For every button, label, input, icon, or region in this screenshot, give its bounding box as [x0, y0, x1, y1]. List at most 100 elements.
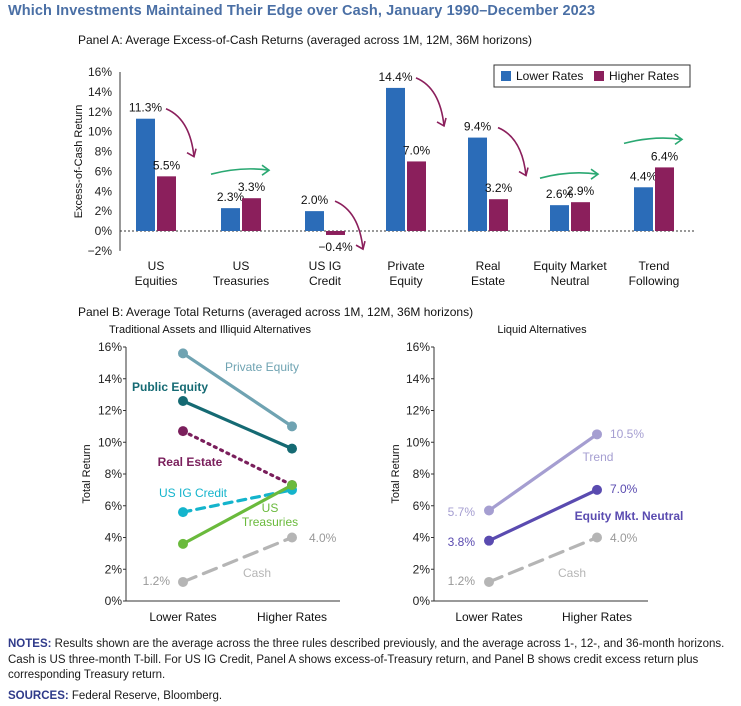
- traditional-y-tick-label: 6%: [105, 499, 123, 513]
- traditional-series-name-label: Private Equity: [225, 360, 299, 374]
- liquid-series-name-label: Equity Mkt. Neutral: [575, 509, 684, 523]
- bar-higher-rates: [157, 176, 176, 231]
- traditional-title: Traditional Assets and Illiquid Alternat…: [109, 324, 311, 336]
- traditional-series-name-label: Cash: [243, 566, 271, 580]
- bar-lower-rates: [468, 137, 487, 231]
- chart-canvas: Panel A: Average Excess-of-Cash Returns …: [73, 33, 695, 624]
- x-category-label: Trend: [639, 259, 670, 273]
- traditional-series-name-label: Treasuries: [242, 515, 298, 529]
- bar-higher-rates: [407, 161, 426, 231]
- traditional-point: [287, 532, 297, 543]
- liquid-series-name-label: Cash: [558, 566, 586, 580]
- arrowhead-icon: [261, 164, 271, 176]
- notes: NOTES: Results shown are the average acr…: [8, 637, 736, 684]
- bar-value-label: 2.9%: [567, 184, 595, 198]
- legend-label-lower-rates: Lower Rates: [516, 69, 583, 83]
- bar-higher-rates: [242, 198, 261, 231]
- traditional-series-line: [181, 429, 294, 487]
- panel-a-y-tick-label: 10%: [88, 125, 112, 139]
- liquid-value-label: 1.2%: [448, 574, 476, 588]
- legend-swatch-higher-rates: [594, 71, 604, 81]
- panel-a-y-tick-label: 12%: [88, 105, 112, 119]
- traditional-point: [178, 538, 188, 549]
- traditional-y-tick-label: 12%: [98, 404, 122, 418]
- liquid-y-tick-label: 12%: [406, 404, 430, 418]
- traditional-point: [287, 443, 297, 454]
- liquid-title: Liquid Alternatives: [497, 324, 587, 336]
- x-category-label: Neutral: [551, 274, 590, 288]
- traditional-point: [178, 426, 188, 437]
- x-category-label: Credit: [309, 274, 342, 288]
- panel-a-legend-box: [493, 64, 691, 88]
- liquid-series-line: [487, 488, 599, 543]
- traditional-y-axis-label: Total Return: [81, 444, 93, 503]
- x-category-label: Private: [387, 259, 425, 273]
- liquid-y-tick-label: 0%: [413, 594, 431, 608]
- arrowhead-icon: [355, 240, 366, 251]
- liquid-point: [484, 576, 494, 587]
- trend-arrow-right-icon: [539, 172, 599, 179]
- panel-a-y-tick-label: 16%: [88, 65, 112, 79]
- legend-label-higher-rates: Higher Rates: [609, 69, 679, 83]
- liquid-value-label: 7.0%: [610, 482, 638, 496]
- liquid-y-tick-label: 6%: [413, 499, 431, 513]
- sources-label: SOURCES:: [8, 690, 69, 702]
- trend-arrow-right-icon: [623, 137, 683, 145]
- bar-value-label: 4.4%: [630, 169, 658, 183]
- liquid-point: [592, 429, 602, 440]
- liquid-value-label: 5.7%: [448, 505, 476, 519]
- x-category-label: US: [233, 259, 250, 273]
- liquid-x-label-higher: Higher Rates: [562, 610, 632, 624]
- panel-a-y-tick-label: −2%: [88, 244, 113, 258]
- bar-lower-rates: [386, 87, 405, 232]
- bar-value-label: 3.3%: [238, 180, 266, 194]
- arrowhead-icon: [518, 167, 529, 177]
- bar-lower-rates: [221, 208, 240, 231]
- trend-arrow-down-icon: [415, 77, 445, 126]
- panel-a-y-tick-label: 6%: [95, 164, 113, 178]
- traditional-series-line: [181, 483, 294, 546]
- bar-higher-rates: [655, 167, 674, 231]
- panel-b-title: Panel B: Average Total Returns (averaged…: [78, 305, 473, 319]
- traditional-point: [287, 480, 297, 491]
- bar-value-label: 6.4%: [651, 149, 679, 163]
- traditional-y-tick-label: 0%: [105, 594, 123, 608]
- traditional-series-line: [181, 351, 294, 428]
- arrowhead-icon: [674, 133, 684, 146]
- bar-value-label: 3.2%: [485, 181, 513, 195]
- traditional-series-line: [181, 535, 294, 584]
- traditional-y-tick-label: 8%: [105, 467, 123, 481]
- bar-higher-rates: [489, 199, 508, 231]
- traditional-point: [178, 576, 188, 587]
- liquid-y-tick-label: 8%: [413, 467, 431, 481]
- bar-value-label: −0.4%: [318, 240, 353, 254]
- traditional-y-tick-label: 10%: [98, 435, 122, 449]
- x-category-label: Equities: [135, 274, 178, 288]
- liquid-point: [592, 484, 602, 495]
- traditional-point: [178, 507, 188, 518]
- traditional-point: [178, 395, 188, 406]
- traditional-point: [287, 421, 297, 432]
- traditional-series-name-label: Real Estate: [158, 455, 223, 469]
- liquid-y-tick-label: 16%: [406, 340, 430, 354]
- liquid-point: [484, 535, 494, 546]
- notes-label: NOTES:: [8, 638, 52, 650]
- x-category-label: US IG: [309, 259, 342, 273]
- bar-value-label: 7.0%: [403, 143, 431, 157]
- sources-text: Federal Reserve, Bloomberg.: [68, 690, 223, 702]
- panel-a-y-tick-label: 2%: [95, 204, 113, 218]
- bar-lower-rates: [136, 118, 155, 231]
- bar-value-label: 11.3%: [129, 101, 162, 115]
- traditional-value-label: 1.2%: [143, 574, 171, 588]
- liquid-value-label: 4.0%: [610, 531, 638, 545]
- arrowhead-icon: [436, 117, 447, 128]
- notes-text: Results shown are the average across the…: [8, 638, 725, 681]
- bar-lower-rates: [550, 205, 569, 231]
- traditional-point: [178, 348, 188, 359]
- trend-arrow-right-icon: [210, 168, 270, 175]
- sources: SOURCES: Federal Reserve, Bloomberg.: [8, 690, 222, 702]
- liquid-y-tick-label: 2%: [413, 562, 431, 576]
- traditional-y-tick-label: 16%: [98, 340, 122, 354]
- bar-value-label: 2.0%: [301, 193, 329, 207]
- x-category-label: Estate: [471, 274, 505, 288]
